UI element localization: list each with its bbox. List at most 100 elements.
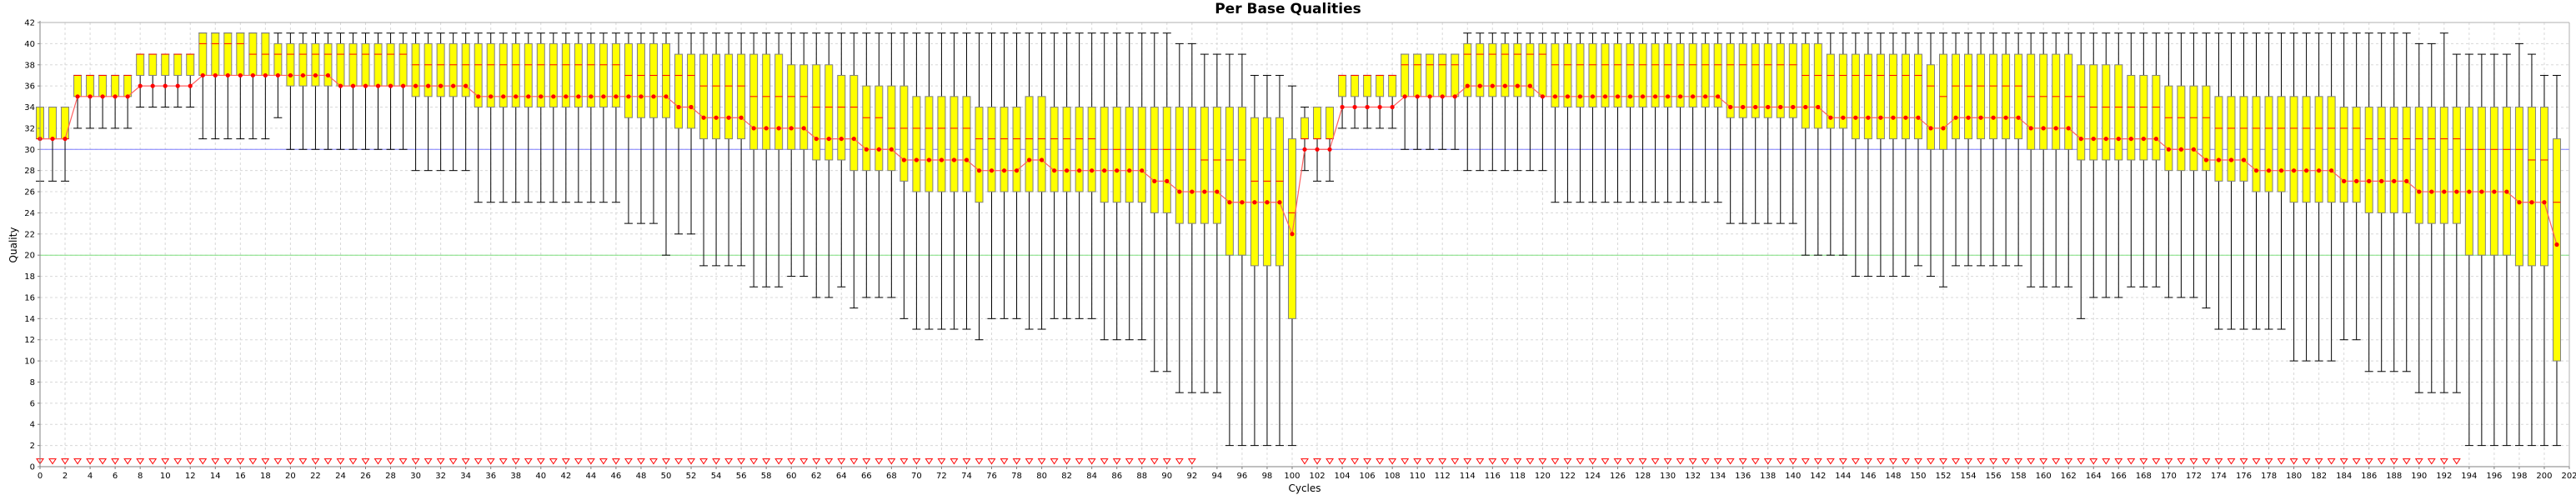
mean-marker [539, 94, 544, 99]
box-cycle-68 [887, 32, 896, 298]
mean-marker [1402, 94, 1407, 99]
box [1563, 42, 1572, 108]
box-cycle-46 [611, 32, 620, 203]
mean-marker [2329, 168, 2334, 173]
box-cycle-111 [1426, 53, 1435, 150]
mean-marker [2429, 189, 2434, 194]
outlier-triangle-icon [2177, 458, 2186, 465]
outlier-triangle-icon [737, 458, 746, 465]
box-cycle-3 [73, 74, 83, 129]
outlier-triangle-icon [749, 458, 759, 465]
box [1776, 42, 1785, 118]
box [1977, 53, 1986, 140]
box [2002, 53, 2011, 140]
outlier-triangle-icon [461, 458, 470, 465]
box-cycle-136 [1738, 32, 1747, 224]
box [2514, 107, 2523, 267]
mean-marker [464, 83, 469, 88]
box-cycle-102 [1313, 107, 1322, 182]
outlier-triangle-icon [611, 458, 620, 465]
box-cycle-189 [2402, 32, 2411, 372]
box [2027, 53, 2036, 150]
outlier-triangle-icon [1713, 458, 1722, 465]
outlier-triangle-icon [73, 458, 82, 465]
outlier-triangle-icon [198, 458, 208, 465]
box-cycle-120 [1538, 32, 1547, 172]
outlier-triangle-icon [1376, 458, 1385, 465]
outlier-triangle-icon [925, 458, 934, 465]
box-cycle-54 [712, 32, 721, 267]
box-cycle-173 [2202, 32, 2211, 309]
box [273, 42, 283, 76]
box [787, 64, 796, 150]
mean-marker [1928, 126, 1933, 131]
box [1989, 53, 1998, 140]
box [1413, 53, 1422, 98]
mean-marker [2529, 200, 2534, 205]
x-tick-label: 34 [460, 472, 471, 481]
outlier-triangle-icon [1939, 458, 1947, 465]
mean-marker [2128, 136, 2133, 142]
outlier-triangle-icon [987, 458, 996, 465]
outlier-triangle-icon [323, 458, 333, 465]
x-tick-label: 174 [2211, 472, 2227, 481]
box [962, 96, 971, 192]
box-cycle-193 [2452, 53, 2461, 393]
box [2252, 96, 2261, 192]
box-cycle-114 [1463, 32, 1472, 172]
mean-marker [363, 83, 368, 88]
outlier-triangle-icon [1588, 458, 1597, 465]
box [2277, 96, 2286, 192]
box [1200, 107, 1209, 224]
box-cycle-62 [812, 32, 821, 298]
mean-marker [1365, 104, 1370, 110]
outlier-triangle-icon [48, 458, 57, 465]
box [2214, 96, 2223, 182]
box-cycle-167 [2127, 32, 2136, 288]
mean-marker [1552, 94, 1557, 99]
outlier-triangle-icon [1363, 458, 1372, 465]
mean-marker [1577, 94, 1583, 99]
mean-marker [50, 136, 55, 142]
box [1351, 74, 1360, 98]
box-cycle-143 [1826, 32, 1835, 256]
box [1087, 107, 1096, 192]
mean-marker [1390, 104, 1395, 110]
box [925, 96, 934, 192]
box [636, 42, 645, 118]
mean-marker [1778, 104, 1783, 110]
outlier-triangle-icon [1513, 458, 1522, 465]
box-cycle-33 [449, 32, 458, 172]
box [524, 42, 533, 108]
box [361, 42, 370, 87]
box [2102, 64, 2111, 161]
x-axis-ticks: 0 2 4 6 8 10 12 14 16 18 20 22 24 26 28 30 32 34 36 38 40 42 4… [38, 467, 2576, 481]
box [148, 53, 158, 76]
x-tick-label: 62 [811, 472, 822, 481]
mean-marker [1090, 168, 1095, 173]
box [1376, 74, 1385, 98]
x-tick-label: 88 [1136, 472, 1147, 481]
y-tick-label: 16 [24, 293, 35, 302]
mean-marker [964, 158, 970, 162]
mean-marker [100, 94, 105, 99]
mean-marker [2542, 200, 2547, 205]
x-axis-label: Cycles [1288, 482, 1321, 494]
box-cycle-158 [2014, 32, 2023, 267]
x-tick-label: 124 [1585, 472, 1601, 481]
outlier-triangle-icon [1801, 458, 1810, 465]
box-cycle-75 [975, 32, 984, 341]
box [398, 42, 408, 87]
x-tick-label: 156 [1986, 472, 2002, 481]
x-tick-label: 140 [1785, 472, 1801, 481]
mean-marker [1127, 168, 1132, 173]
box-cycle-118 [1513, 32, 1522, 172]
x-tick-label: 114 [1460, 472, 1476, 481]
mean-marker [1853, 115, 1858, 120]
mean-marker [1627, 94, 1633, 99]
box [611, 42, 620, 108]
box-cycle-146 [1863, 32, 1872, 278]
mean-marker [2354, 178, 2359, 183]
outlier-triangle-icon [2389, 458, 2398, 465]
